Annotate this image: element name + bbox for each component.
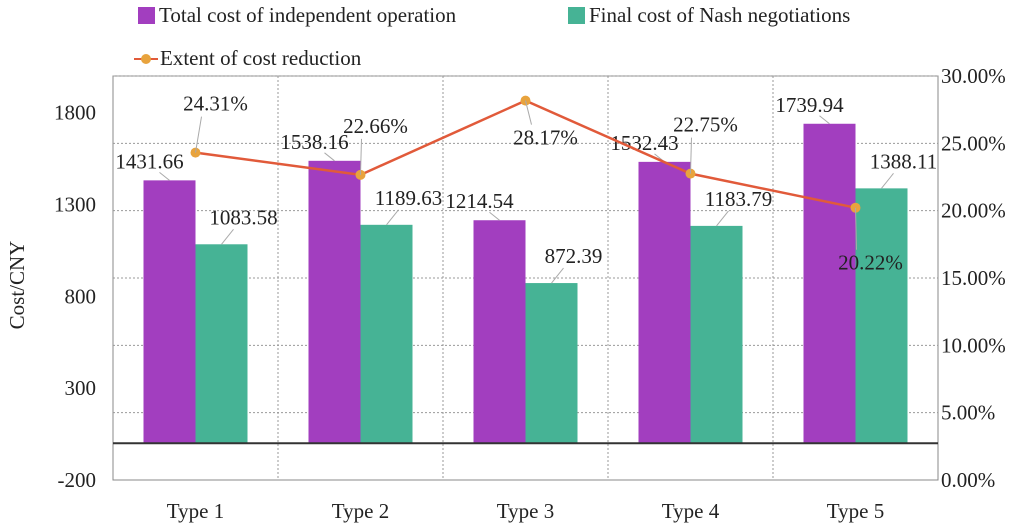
data-label-leader bbox=[855, 207, 857, 250]
data-label-total-cost: 1739.94 bbox=[775, 93, 844, 117]
legend-label-cost-reduction: Extent of cost reduction bbox=[160, 46, 362, 70]
data-label-cost-reduction: 24.31% bbox=[183, 92, 248, 116]
legend-swatch-nash-cost bbox=[568, 7, 585, 24]
data-label-leader bbox=[525, 100, 532, 125]
bar-total-cost bbox=[143, 180, 196, 444]
x-tick-label: Type 4 bbox=[662, 499, 720, 523]
data-label-leader bbox=[360, 138, 362, 175]
x-tick-label: Type 5 bbox=[827, 499, 884, 523]
data-label-leader bbox=[881, 173, 894, 189]
data-label-total-cost: 1214.54 bbox=[445, 189, 514, 213]
y2-tick-label: 5.00% bbox=[941, 401, 995, 425]
bar-nash-cost bbox=[195, 244, 248, 444]
data-label-leader bbox=[716, 210, 729, 227]
data-label-nash-cost: 1189.63 bbox=[375, 186, 442, 210]
y2-tick-label: 30.00% bbox=[941, 64, 1006, 88]
data-label-nash-cost: 1083.58 bbox=[209, 205, 277, 229]
data-label-cost-reduction: 20.22% bbox=[838, 251, 903, 275]
data-label-leader bbox=[386, 209, 399, 226]
legend-label-total-cost: Total cost of independent operation bbox=[159, 3, 457, 27]
y-tick-label: 1300 bbox=[54, 193, 96, 217]
data-label-nash-cost: 1388.11 bbox=[870, 149, 937, 173]
y-tick-label: -200 bbox=[58, 468, 97, 492]
data-label-leader bbox=[551, 267, 564, 284]
data-label-leader bbox=[221, 228, 234, 245]
legend-label-nash-cost: Final cost of Nash negotiations bbox=[589, 3, 851, 27]
legend-line-marker bbox=[134, 50, 158, 67]
bar-total-cost bbox=[308, 160, 361, 444]
data-label-leader bbox=[324, 152, 335, 162]
bar-nash-cost bbox=[690, 225, 743, 444]
data-label-leader bbox=[819, 115, 830, 125]
legend-item-nash-cost: Final cost of Nash negotiations bbox=[568, 3, 850, 28]
legend-item-cost-reduction: Extent of cost reduction bbox=[134, 46, 361, 71]
bar-nash-cost bbox=[525, 283, 578, 444]
bar-total-cost bbox=[638, 161, 691, 444]
bar-nash-cost bbox=[855, 188, 908, 444]
data-label-total-cost: 1538.16 bbox=[280, 130, 348, 154]
y2-tick-label: 20.00% bbox=[941, 199, 1006, 223]
y-tick-label: 1800 bbox=[54, 101, 96, 125]
y2-tick-label: 15.00% bbox=[941, 266, 1006, 290]
data-label-leader bbox=[489, 211, 500, 221]
data-label-cost-reduction: 22.66% bbox=[343, 114, 408, 138]
x-tick-label: Type 3 bbox=[497, 499, 554, 523]
y2-tick-label: 25.00% bbox=[941, 131, 1006, 155]
data-label-nash-cost: 1183.79 bbox=[705, 187, 772, 211]
data-label-leader bbox=[159, 171, 170, 181]
data-label-cost-reduction: 28.17% bbox=[513, 126, 578, 150]
data-label-leader bbox=[690, 137, 692, 174]
y2-tick-label: 10.00% bbox=[941, 333, 1006, 357]
legend-swatch-total-cost bbox=[138, 7, 155, 24]
data-label-cost-reduction: 22.75% bbox=[673, 113, 738, 137]
data-label-leader bbox=[195, 116, 202, 153]
y-axis-title: Cost/CNY bbox=[5, 241, 29, 330]
data-label-nash-cost: 872.39 bbox=[545, 244, 603, 268]
y-tick-label: 800 bbox=[65, 284, 97, 308]
legend-item-total-cost: Total cost of independent operation bbox=[138, 3, 456, 28]
x-tick-label: Type 1 bbox=[167, 499, 224, 523]
x-tick-label: Type 2 bbox=[332, 499, 389, 523]
y-tick-label: 300 bbox=[65, 376, 97, 400]
data-label-total-cost: 1431.66 bbox=[115, 149, 183, 173]
bar-total-cost bbox=[473, 220, 526, 444]
bar-nash-cost bbox=[360, 224, 413, 444]
bar-total-cost bbox=[803, 123, 856, 444]
y2-tick-label: 0.00% bbox=[941, 468, 995, 492]
